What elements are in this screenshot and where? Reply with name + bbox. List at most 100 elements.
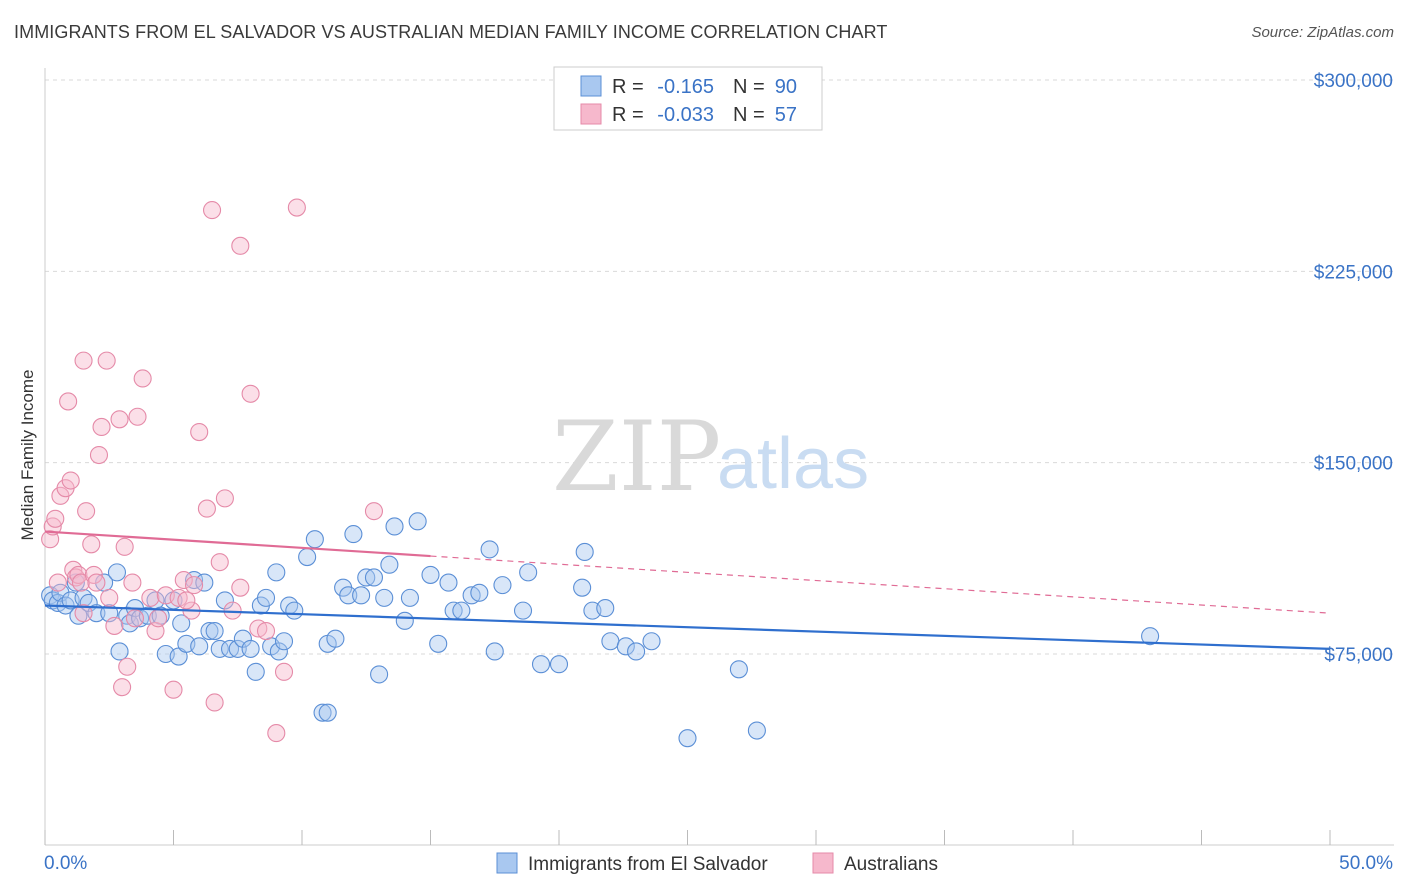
point-immigrants xyxy=(344,525,363,544)
watermark-zip: ZIP xyxy=(552,401,721,513)
point-immigrants xyxy=(429,634,448,653)
point-immigrants xyxy=(1141,627,1160,646)
point-australians xyxy=(149,609,168,628)
point-immigrants xyxy=(107,563,127,582)
bottom-legend-swatch-blue xyxy=(496,852,518,874)
point-immigrants xyxy=(228,639,247,658)
point-immigrants xyxy=(519,563,538,582)
watermark: ZIP atlas xyxy=(552,401,869,513)
point-immigrants xyxy=(110,642,129,661)
y-tick-label: $300,000 xyxy=(1314,71,1393,92)
y-axis-label: Median Family Income xyxy=(18,369,37,540)
point-immigrants xyxy=(642,632,661,651)
point-australians xyxy=(267,724,286,743)
point-australians xyxy=(190,423,209,442)
y-tick-label: $225,000 xyxy=(1314,262,1393,283)
point-australians xyxy=(61,471,80,490)
point-australians xyxy=(128,407,147,426)
bottom-legend-label-pink: Australians xyxy=(844,854,938,875)
point-australians xyxy=(133,369,152,388)
point-australians xyxy=(74,604,93,623)
point-immigrants xyxy=(678,729,697,748)
x-tick-labels: 0.0% 50.0% xyxy=(44,853,1393,874)
point-immigrants xyxy=(241,639,260,658)
point-australians xyxy=(364,502,384,521)
grid-lines xyxy=(45,79,1394,655)
point-australians xyxy=(123,573,142,592)
point-immigrants xyxy=(470,583,489,602)
legend-swatch-pink xyxy=(580,103,602,125)
point-immigrants xyxy=(195,573,214,592)
point-immigrants xyxy=(326,629,345,648)
legend-r-value: -0.033 xyxy=(657,104,714,126)
point-australians xyxy=(48,573,67,592)
bottom-legend-swatch-pink xyxy=(812,852,834,874)
point-immigrants xyxy=(256,588,276,607)
point-australians xyxy=(215,489,234,508)
point-immigrants xyxy=(627,642,646,661)
point-australians xyxy=(100,588,119,607)
legend-n-label: N = xyxy=(733,76,765,98)
point-australians xyxy=(274,662,294,681)
bottom-legend-label-blue: Immigrants from El Salvador xyxy=(528,854,768,875)
legend-swatch-blue xyxy=(580,75,602,97)
point-immigrants xyxy=(172,614,191,633)
point-australians xyxy=(118,657,137,676)
legend-r-label: R = xyxy=(612,76,644,98)
point-australians xyxy=(110,410,129,429)
point-immigrants xyxy=(575,542,594,562)
point-immigrants xyxy=(87,604,106,623)
point-australians xyxy=(77,502,96,521)
point-australians xyxy=(113,678,132,697)
point-australians xyxy=(74,351,93,370)
point-immigrants xyxy=(601,632,620,651)
point-australians xyxy=(177,591,196,610)
legend-r-label: R = xyxy=(612,104,644,126)
point-australians xyxy=(164,680,183,699)
point-immigrants xyxy=(274,632,294,651)
point-immigrants xyxy=(452,601,471,620)
point-immigrants xyxy=(747,721,766,740)
point-australians xyxy=(241,384,260,403)
point-australians xyxy=(210,553,229,572)
x-tick-label: 0.0% xyxy=(44,853,87,874)
point-immigrants xyxy=(400,588,419,607)
point-australians xyxy=(97,351,116,370)
point-immigrants xyxy=(233,629,252,648)
point-immigrants xyxy=(531,655,551,674)
trend-line-blue xyxy=(44,604,1331,650)
point-immigrants xyxy=(573,578,592,597)
point-australians xyxy=(256,621,276,641)
y-tick-labels: $75,000 $150,000 $225,000 $300,000 xyxy=(1314,71,1393,666)
point-australians xyxy=(59,392,78,411)
point-immigrants xyxy=(729,660,748,679)
point-immigrants xyxy=(380,555,399,574)
point-immigrants xyxy=(616,637,635,656)
point-immigrants xyxy=(339,586,358,605)
point-australians xyxy=(125,609,144,628)
y-tick-label: $75,000 xyxy=(1324,645,1393,666)
legend-n-value: 90 xyxy=(775,76,797,98)
chart-source: Source: ZipAtlas.com xyxy=(1251,24,1394,41)
legend-r-value: -0.165 xyxy=(657,76,714,98)
trend-lines xyxy=(44,530,1331,650)
point-australians xyxy=(141,588,160,607)
legend-n-label: N = xyxy=(733,104,765,126)
point-immigrants xyxy=(439,573,458,592)
point-australians xyxy=(203,201,222,220)
axes xyxy=(44,68,1394,846)
point-immigrants xyxy=(210,639,229,658)
point-australians xyxy=(205,693,224,712)
point-immigrants xyxy=(305,530,324,549)
point-australians xyxy=(105,616,124,635)
point-immigrants xyxy=(549,655,569,674)
point-australians xyxy=(174,570,193,590)
point-immigrants xyxy=(480,540,499,559)
bottom-legend: Immigrants from El Salvador Australians xyxy=(496,852,938,875)
point-australians xyxy=(115,537,134,556)
point-australians xyxy=(89,445,109,465)
point-immigrants xyxy=(513,601,533,620)
point-immigrants xyxy=(485,642,504,661)
point-immigrants xyxy=(220,639,240,658)
